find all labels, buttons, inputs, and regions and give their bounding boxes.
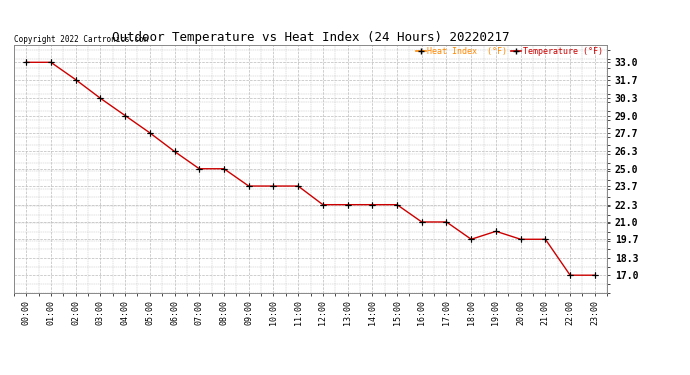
Legend: Heat Index  (°F), Temperature (°F): Heat Index (°F), Temperature (°F) <box>415 47 603 56</box>
Text: Copyright 2022 Cartronics.com: Copyright 2022 Cartronics.com <box>14 35 148 44</box>
Title: Outdoor Temperature vs Heat Index (24 Hours) 20220217: Outdoor Temperature vs Heat Index (24 Ho… <box>112 31 509 44</box>
